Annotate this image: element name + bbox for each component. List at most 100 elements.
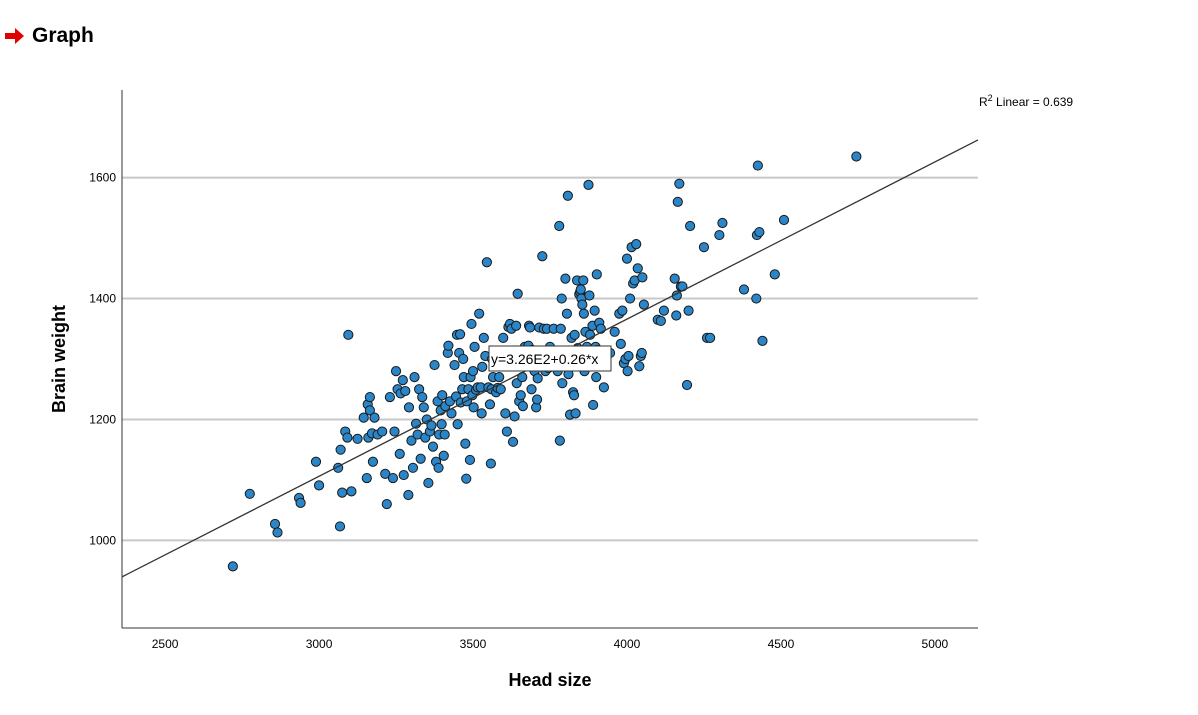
data-point xyxy=(484,399,496,410)
y-axis-title: Brain weight xyxy=(49,305,69,413)
data-point xyxy=(738,284,750,295)
data-point xyxy=(583,179,594,191)
data-point xyxy=(584,290,595,301)
data-point xyxy=(588,399,599,411)
data-point xyxy=(337,487,348,498)
data-point xyxy=(511,320,522,331)
data-point xyxy=(669,273,680,284)
y-tick-label: 1200 xyxy=(89,412,116,426)
data-point xyxy=(458,353,469,365)
data-point xyxy=(427,441,439,452)
data-point xyxy=(500,408,511,419)
data-point xyxy=(295,497,306,508)
data-point xyxy=(346,486,357,497)
right-arrow-icon xyxy=(5,28,24,44)
x-axis-title: Head size xyxy=(508,670,591,690)
data-point xyxy=(705,332,716,343)
data-point xyxy=(757,335,768,346)
data-point xyxy=(631,239,642,250)
data-point xyxy=(632,263,643,274)
data-point xyxy=(269,518,281,530)
data-point xyxy=(507,436,519,447)
x-tick-label: 5000 xyxy=(922,637,949,651)
x-tick-label: 3500 xyxy=(460,637,487,651)
data-point xyxy=(398,469,409,481)
data-point xyxy=(335,444,346,455)
data-point xyxy=(555,323,566,334)
data-point xyxy=(495,384,506,395)
data-point xyxy=(227,561,238,572)
data-point xyxy=(406,435,417,446)
data-point xyxy=(417,391,428,403)
data-point xyxy=(609,326,620,337)
tick-labels: 1000 1200 1400 1600 2500 3000 3500 4000 4500 5000 xyxy=(89,171,948,651)
data-point xyxy=(754,226,765,238)
data-point xyxy=(454,329,466,340)
data-point xyxy=(509,411,520,422)
data-point xyxy=(751,293,762,304)
data-point xyxy=(671,310,682,321)
data-point xyxy=(466,318,477,330)
data-point xyxy=(622,365,633,377)
data-point xyxy=(554,220,565,232)
data-point xyxy=(429,359,440,371)
data-point xyxy=(698,242,710,253)
data-point xyxy=(851,151,862,162)
data-point xyxy=(681,379,693,391)
data-point xyxy=(578,308,589,319)
data-point xyxy=(658,305,670,316)
data-point xyxy=(569,329,580,340)
data-point xyxy=(638,299,650,310)
data-point xyxy=(418,402,429,413)
data-point xyxy=(562,190,573,201)
data-point xyxy=(494,372,505,383)
equation-label: y=3.26E2+0.26*x xyxy=(488,345,612,372)
data-point xyxy=(685,220,696,232)
data-point xyxy=(361,472,372,484)
data-point xyxy=(352,433,363,444)
data-point xyxy=(468,402,479,413)
data-point xyxy=(474,308,485,319)
data-point xyxy=(469,341,480,353)
data-point xyxy=(515,390,526,401)
y-tick-label: 1400 xyxy=(89,292,116,306)
data-point xyxy=(769,269,780,280)
data-point xyxy=(343,329,354,340)
data-point xyxy=(591,269,602,280)
axes xyxy=(121,90,978,629)
y-tick-label: 1000 xyxy=(89,533,116,547)
data-point xyxy=(437,390,448,401)
data-point xyxy=(672,196,683,207)
data-point xyxy=(397,375,408,386)
data-point xyxy=(598,382,609,393)
data-point xyxy=(426,420,437,431)
data-point xyxy=(409,372,420,383)
data-point xyxy=(714,229,725,241)
data-point xyxy=(443,340,454,351)
x-tick-label: 4500 xyxy=(768,637,795,651)
data-point xyxy=(477,361,488,372)
data-point xyxy=(377,426,388,437)
data-point xyxy=(272,527,283,538)
data-point xyxy=(621,253,633,264)
data-point xyxy=(557,378,568,389)
data-point xyxy=(481,257,492,268)
data-point xyxy=(674,178,685,189)
data-point xyxy=(752,160,763,171)
data-point xyxy=(452,419,463,430)
data-point xyxy=(591,372,602,383)
data-point xyxy=(498,332,509,343)
x-tick-label: 4000 xyxy=(614,637,641,651)
data-point xyxy=(415,453,426,464)
data-point xyxy=(561,308,573,319)
data-point xyxy=(403,402,415,413)
data-point xyxy=(438,450,449,461)
data-point xyxy=(364,391,375,403)
equation-text: y=3.26E2+0.26*x xyxy=(491,351,598,367)
data-point xyxy=(524,322,536,333)
data-point xyxy=(313,480,325,491)
data-point xyxy=(367,456,379,467)
data-point xyxy=(436,419,447,430)
page-title: Graph xyxy=(32,24,94,47)
data-point xyxy=(531,394,543,405)
